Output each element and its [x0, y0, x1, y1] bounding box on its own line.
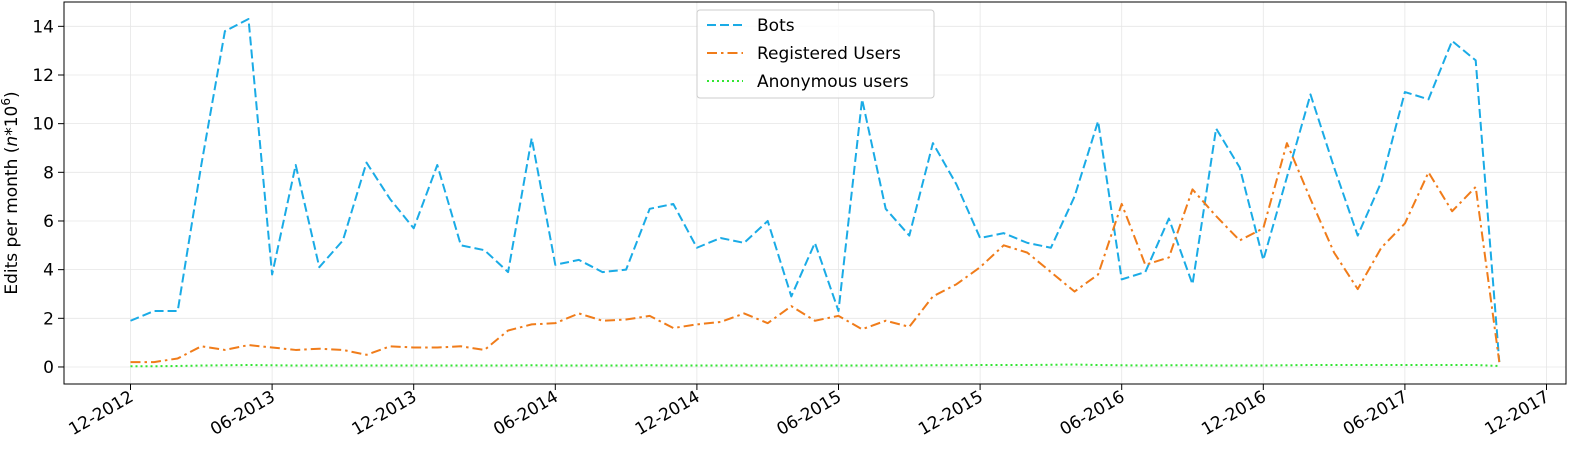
legend-entry: Anonymous users [707, 72, 909, 92]
series-line-bots [130, 18, 1501, 363]
y-axis-label-variable: n [2, 136, 22, 147]
legend: Bots Registered Users Anonymous users [696, 9, 935, 99]
x-tick-label: 06-2016 [1057, 387, 1129, 440]
x-tick-label: 12-2015 [915, 387, 987, 440]
legend-entries: Bots Registered Users Anonymous users [707, 16, 909, 92]
series-line-anonymous-users [130, 363, 1500, 368]
y-tick-label: 2 [43, 309, 54, 329]
legend-label: Anonymous users [757, 72, 909, 92]
legend-box [696, 9, 935, 99]
legend-label: Registered Users [757, 44, 901, 64]
grid [64, 2, 1566, 384]
x-tick-label: 12-2012 [65, 387, 137, 440]
series-line-registered-users [130, 142, 1501, 364]
x-tick-label: 06-2014 [490, 387, 562, 440]
x-tick-label: 06-2015 [773, 387, 845, 440]
y-axis-label-suffix: ) [2, 91, 22, 98]
y-axis-label-prefix: Edits per month ( [2, 147, 22, 295]
plot-frame [63, 1, 1567, 385]
y-tick-label: 4 [43, 261, 54, 281]
x-tick-label: 06-2013 [207, 387, 279, 440]
x-tick-label: 12-2014 [632, 387, 704, 440]
x-tick-label: 06-2017 [1340, 387, 1412, 440]
y-tick-label: 8 [43, 163, 54, 183]
x-tick-label: 12-2017 [1481, 387, 1553, 440]
legend-entry: Bots [707, 16, 795, 36]
legend-label: Bots [757, 16, 795, 36]
y-axis-label: Edits per month (n*106) [0, 91, 22, 294]
legend-entry: Registered Users [707, 44, 901, 64]
y-tick-label: 0 [43, 358, 54, 378]
y-tick-label: 14 [32, 17, 54, 37]
y-axis-label-multiplier: *10 [2, 106, 22, 136]
y-tick-label: 10 [32, 115, 54, 135]
y-axis-label-exponent: 6 [0, 98, 13, 106]
x-tick-label: 12-2016 [1198, 387, 1270, 440]
x-tick-label: 12-2013 [349, 387, 421, 440]
y-tick-label: 6 [43, 212, 54, 232]
y-tick-label: 12 [32, 66, 54, 86]
series-lines [130, 18, 1501, 368]
